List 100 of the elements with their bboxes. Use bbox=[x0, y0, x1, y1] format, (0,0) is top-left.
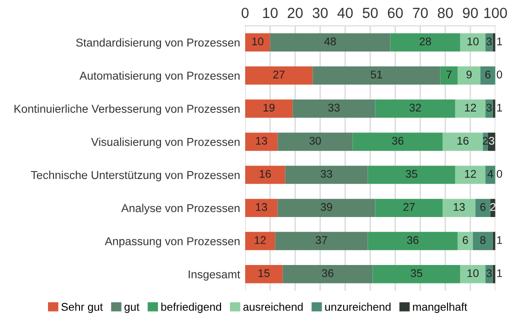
x-tick-label: 50 bbox=[362, 8, 378, 18]
bar bbox=[440, 66, 458, 85]
bar bbox=[245, 166, 286, 184]
bar bbox=[442, 198, 476, 218]
data-label: 1 bbox=[497, 38, 502, 46]
data-label: 6 bbox=[480, 203, 486, 211]
data-label: 12 bbox=[254, 236, 266, 244]
data-label: 32 bbox=[410, 104, 421, 112]
data-label: 16 bbox=[457, 136, 469, 145]
bar bbox=[245, 232, 276, 250]
bar bbox=[475, 198, 490, 218]
data-label: 4 bbox=[488, 170, 494, 178]
x-tick-label: 100 bbox=[484, 8, 507, 18]
data-label: 3 bbox=[488, 136, 494, 145]
x-tick-label: 20 bbox=[288, 8, 303, 18]
bar bbox=[472, 232, 493, 250]
bar bbox=[368, 232, 458, 250]
bar bbox=[372, 265, 460, 284]
bar bbox=[278, 198, 376, 218]
bar bbox=[485, 265, 493, 284]
y-tick-label: Automatisierung von Prozessen bbox=[79, 71, 240, 82]
data-label: 6 bbox=[462, 236, 468, 244]
bar bbox=[245, 265, 283, 284]
data-label: 7 bbox=[446, 70, 452, 78]
bar bbox=[245, 198, 278, 218]
bar bbox=[390, 33, 460, 52]
bar bbox=[375, 100, 456, 118]
data-label: 1 bbox=[497, 236, 502, 244]
bar bbox=[282, 265, 373, 284]
data-label: 0 bbox=[496, 170, 502, 178]
y-tick-label: Visualisierung von Prozessen bbox=[91, 138, 240, 148]
data-label: 33 bbox=[328, 104, 340, 112]
data-label: 37 bbox=[316, 236, 328, 244]
x-tick-label: 0 bbox=[242, 8, 249, 18]
data-label: 16 bbox=[260, 170, 271, 178]
bar bbox=[442, 132, 483, 151]
bar bbox=[275, 232, 368, 250]
data-label: 36 bbox=[322, 269, 334, 278]
bar bbox=[245, 132, 278, 151]
x-tick-label: 80 bbox=[438, 8, 453, 18]
bar bbox=[368, 166, 456, 184]
data-label: 10 bbox=[252, 38, 264, 46]
y-tick-label: Standardisierung von Prozessen bbox=[76, 38, 240, 49]
data-label: 12 bbox=[465, 170, 476, 178]
data-label: 30 bbox=[309, 136, 321, 145]
data-label: 51 bbox=[370, 70, 382, 78]
bar bbox=[455, 166, 486, 184]
data-label: 2 bbox=[490, 203, 496, 211]
data-label: 10 bbox=[468, 38, 479, 46]
legend-label: unzureichend bbox=[325, 302, 390, 311]
legend-label: befriedigend bbox=[161, 302, 222, 313]
data-label: 12 bbox=[465, 104, 476, 112]
bar bbox=[292, 100, 376, 118]
data-label: 13 bbox=[256, 136, 268, 145]
bar bbox=[285, 166, 368, 184]
data-label: 6 bbox=[485, 70, 490, 78]
bar bbox=[312, 66, 440, 85]
data-label: 35 bbox=[410, 269, 422, 278]
data-label: 19 bbox=[264, 104, 275, 112]
data-label: 13 bbox=[256, 203, 268, 211]
data-label: 8 bbox=[480, 236, 486, 244]
x-tick-label: 30 bbox=[312, 8, 328, 18]
bar bbox=[270, 33, 390, 52]
data-label: 13 bbox=[454, 203, 465, 211]
data-label: 3 bbox=[486, 38, 492, 46]
x-tick-label: 40 bbox=[337, 8, 353, 18]
x-tick-label: 60 bbox=[388, 8, 403, 18]
bar bbox=[455, 100, 486, 118]
bar bbox=[460, 33, 486, 52]
legend-label: Sehr gut bbox=[61, 302, 103, 313]
legend-label: ausreichend bbox=[243, 302, 303, 311]
data-label: 35 bbox=[406, 170, 418, 178]
data-label: 1 bbox=[497, 269, 502, 278]
data-label: 9 bbox=[466, 70, 472, 78]
data-label: 33 bbox=[320, 170, 332, 178]
bar bbox=[245, 100, 293, 118]
data-label: 1 bbox=[497, 104, 502, 112]
y-tick-label: Analyse von Prozessen bbox=[121, 204, 240, 214]
bar bbox=[458, 232, 473, 250]
bar bbox=[278, 132, 353, 151]
x-tick-label: 10 bbox=[263, 8, 278, 18]
data-label: 36 bbox=[407, 236, 418, 244]
bar bbox=[245, 66, 313, 85]
data-label: 15 bbox=[258, 269, 270, 278]
data-label: 27 bbox=[273, 70, 285, 78]
x-tick-label: 70 bbox=[412, 8, 428, 18]
data-label: 3 bbox=[486, 104, 492, 112]
data-label: 39 bbox=[320, 203, 332, 211]
legend-label: gut bbox=[124, 304, 140, 313]
bar bbox=[460, 265, 486, 284]
bar bbox=[352, 132, 443, 151]
data-label: 48 bbox=[324, 38, 336, 46]
y-tick-label: Kontinuierliche Verbesserung von Prozessen bbox=[14, 104, 240, 116]
y-tick-label: Anpassung von Prozessen bbox=[104, 237, 240, 248]
x-tick-label: 90 bbox=[462, 8, 478, 18]
bar bbox=[245, 33, 270, 52]
data-label: 3 bbox=[486, 269, 492, 278]
data-label: 0 bbox=[496, 70, 502, 78]
y-tick-label: Technische Unterstützung von Prozessen bbox=[30, 170, 240, 182]
y-tick-label: Insgesamt bbox=[188, 270, 240, 281]
